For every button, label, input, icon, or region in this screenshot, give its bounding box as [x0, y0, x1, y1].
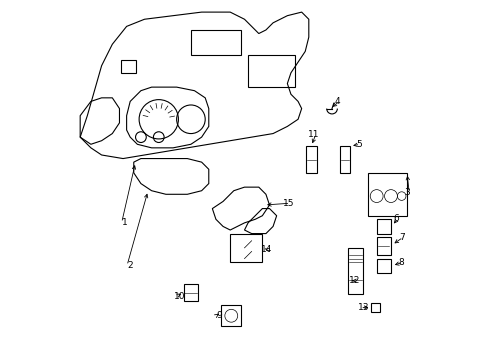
- Text: 13: 13: [357, 303, 368, 312]
- Text: 14: 14: [261, 245, 272, 254]
- Text: 9: 9: [216, 311, 221, 320]
- Text: 6: 6: [393, 214, 398, 223]
- Text: 8: 8: [398, 258, 404, 267]
- Text: 1: 1: [122, 219, 127, 228]
- Text: 10: 10: [173, 292, 185, 301]
- Text: 12: 12: [348, 276, 359, 285]
- Text: 5: 5: [355, 140, 361, 149]
- Text: 7: 7: [398, 233, 404, 242]
- Text: 11: 11: [308, 130, 319, 139]
- Text: 3: 3: [404, 188, 409, 197]
- Text: 15: 15: [283, 199, 294, 208]
- Text: 2: 2: [127, 261, 133, 270]
- Text: 4: 4: [334, 97, 340, 106]
